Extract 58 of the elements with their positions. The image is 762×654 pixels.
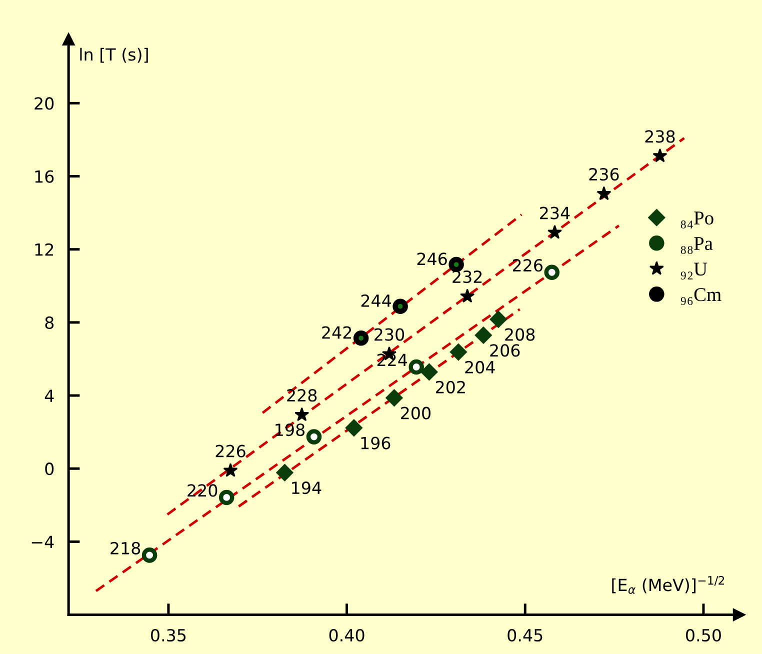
annotation: 204 xyxy=(465,360,495,374)
annotation: 228 xyxy=(287,389,317,402)
annotation: 202 xyxy=(436,380,465,394)
x-tick-label: 0.50 xyxy=(686,628,721,642)
point xyxy=(294,407,310,422)
point xyxy=(392,298,408,314)
point xyxy=(386,389,403,406)
point xyxy=(142,548,158,563)
annotation: 200 xyxy=(401,406,430,420)
annotation: 220 xyxy=(188,484,218,497)
point xyxy=(276,464,294,482)
annotation: 230 xyxy=(374,328,404,341)
point xyxy=(596,186,612,200)
annotation: 242 xyxy=(322,326,352,339)
annotation: 246 xyxy=(417,252,447,266)
point xyxy=(218,490,234,506)
y-tick-label: 12 xyxy=(35,243,54,256)
annotation: 238 xyxy=(645,130,675,143)
point xyxy=(544,264,560,280)
point xyxy=(353,330,369,346)
y-tick-label: 16 xyxy=(35,170,54,183)
annotation: 206 xyxy=(490,344,520,357)
annotation: 194 xyxy=(292,482,322,494)
point xyxy=(408,359,424,375)
point xyxy=(474,326,492,344)
y-tick-label: 20 xyxy=(34,97,54,110)
annotation: 218 xyxy=(110,542,140,554)
legend-label: ₉₂U xyxy=(680,262,708,280)
y-axis-title: ln [T (s)] xyxy=(80,48,148,63)
annotation: 208 xyxy=(505,328,535,341)
point xyxy=(450,343,467,361)
point xyxy=(547,224,562,239)
y-tick-label: 4 xyxy=(44,390,54,402)
x-tick-label: 0.45 xyxy=(508,628,542,642)
y-tick-label: 0 xyxy=(45,462,54,476)
legend-label: ₈₄Po xyxy=(680,212,714,228)
y-tick-label: 8 xyxy=(45,316,54,329)
point xyxy=(490,310,507,328)
x-tick-label: 0.40 xyxy=(329,628,364,642)
point xyxy=(345,419,362,436)
point xyxy=(652,148,668,162)
x-axis-title: [E$_{α}$ (MeV)]$^{−1/2}$ xyxy=(612,576,724,594)
annotation: 226 xyxy=(216,444,246,458)
point xyxy=(223,462,238,477)
point xyxy=(448,256,464,272)
y-tick-label: −4 xyxy=(32,536,54,548)
legend-label: ₈₈Pa xyxy=(680,237,713,254)
annotation: 234 xyxy=(540,206,570,220)
annotation: 244 xyxy=(361,294,392,307)
annotation: 196 xyxy=(361,436,390,450)
annotation: 198 xyxy=(276,423,304,436)
point xyxy=(306,429,322,444)
annotation: 236 xyxy=(589,168,619,181)
annotation: 226 xyxy=(512,259,542,272)
legend-label: ₉₆Cm xyxy=(680,288,722,305)
x-tick-label: 0.35 xyxy=(150,628,186,642)
point xyxy=(420,363,438,380)
point xyxy=(460,288,475,303)
